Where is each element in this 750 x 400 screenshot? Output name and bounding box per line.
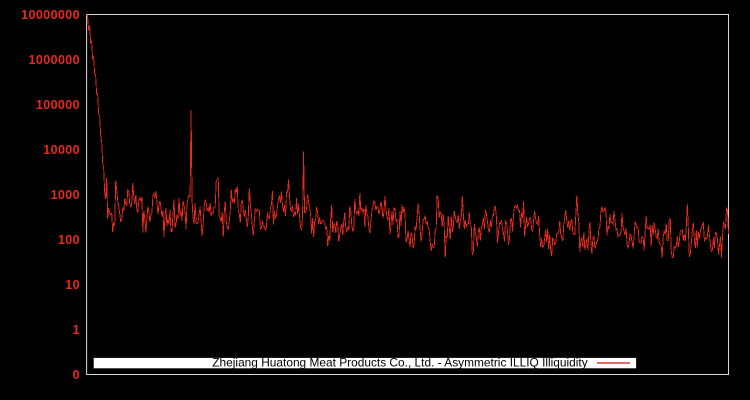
svg-text:1: 1 xyxy=(73,323,80,337)
svg-text:0: 0 xyxy=(73,368,80,382)
svg-text:1000: 1000 xyxy=(51,188,80,202)
svg-text:1000000: 1000000 xyxy=(29,53,80,67)
svg-text:10: 10 xyxy=(65,278,80,292)
svg-text:Zhejiang Huatong Meat Products: Zhejiang Huatong Meat Products Co., Ltd.… xyxy=(212,356,587,370)
svg-text:10000000: 10000000 xyxy=(21,8,80,22)
svg-text:100: 100 xyxy=(58,233,80,247)
svg-text:100000: 100000 xyxy=(36,98,80,112)
svg-text:10000: 10000 xyxy=(43,143,80,157)
